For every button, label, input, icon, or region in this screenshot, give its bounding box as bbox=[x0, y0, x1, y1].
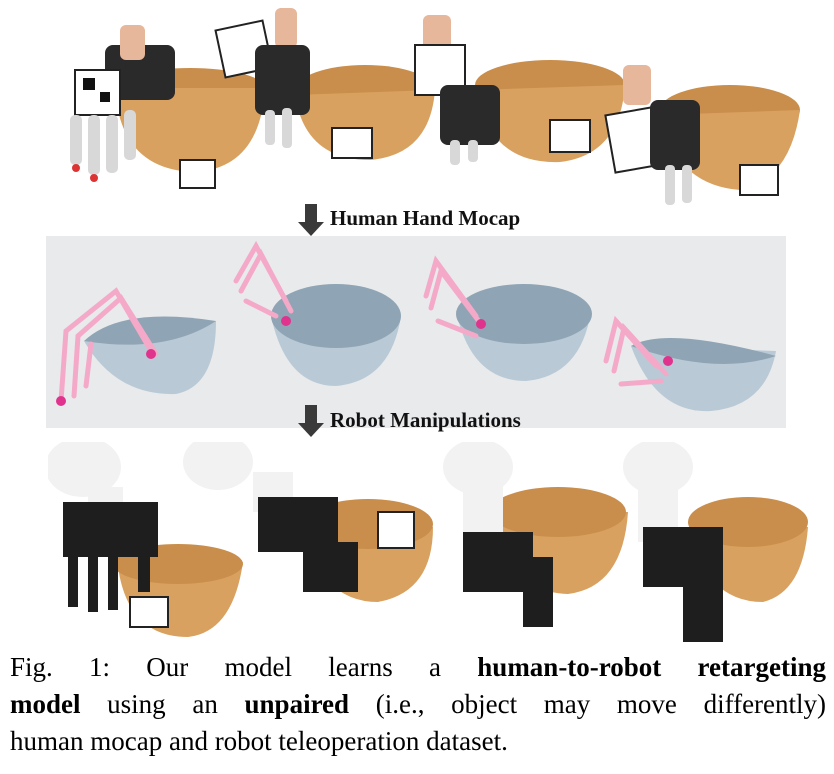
sim-bowl-4 bbox=[631, 338, 776, 412]
sim-hand-2 bbox=[233, 240, 294, 326]
wooden-bowl-2 bbox=[295, 65, 435, 160]
sim-bowl-3 bbox=[456, 284, 592, 381]
caption-line-1: Fig. 1: Our model learns a human-to-robo… bbox=[10, 652, 827, 682]
sim-hand-3 bbox=[423, 255, 486, 339]
robot-photo-strip bbox=[48, 442, 808, 647]
wooden-bowl-3 bbox=[475, 60, 625, 163]
mocap-hand-4 bbox=[604, 65, 700, 205]
simulation-panel bbox=[46, 236, 786, 428]
sim-bowl-2 bbox=[271, 284, 401, 386]
figure-caption: Fig. 1: Our model learns a human-to-robo… bbox=[10, 649, 826, 760]
mocap-hand-3 bbox=[414, 15, 500, 165]
sim-hand-4 bbox=[603, 315, 673, 387]
robot-scene-2 bbox=[183, 442, 433, 602]
caption-line-2: model using an unpaired (i.e., object ma… bbox=[10, 689, 827, 719]
mocap-hand-2 bbox=[214, 8, 310, 148]
arrow-label-mocap: Human Hand Mocap bbox=[330, 206, 521, 230]
arrow-label-robot: Robot Manipulations bbox=[330, 408, 521, 432]
robot-scene-1 bbox=[48, 442, 243, 637]
mocap-photo-strip bbox=[50, 0, 810, 205]
sim-hand-1 bbox=[56, 287, 159, 406]
mocap-hand-1 bbox=[70, 25, 216, 189]
caption-line-3: human mocap and robot teleoperation data… bbox=[10, 726, 508, 756]
robot-scene-4 bbox=[623, 442, 808, 642]
robot-scene-3 bbox=[443, 442, 628, 627]
